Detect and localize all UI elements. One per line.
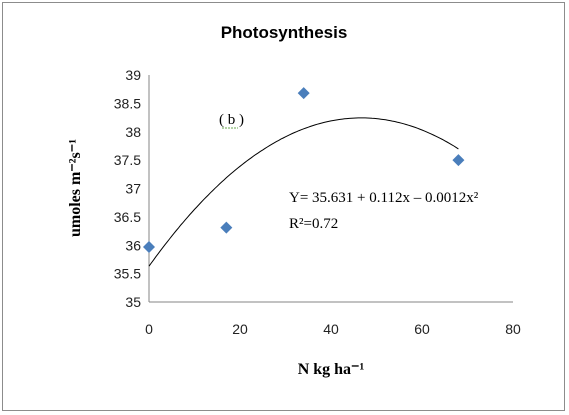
x-tick-label: 60: [414, 321, 430, 337]
r-squared-label: R²=0.72: [289, 216, 338, 232]
chart-area: [2, 2, 565, 411]
x-tick-label: 20: [232, 321, 248, 337]
y-tick-label: 37.5: [114, 152, 141, 168]
data-point-marker: [452, 154, 465, 167]
data-points: [143, 87, 465, 253]
chart-title: Photosynthesis: [221, 23, 348, 42]
y-axis-label: umoles m⁻²s⁻¹: [67, 139, 84, 237]
trendline-equation: Y= 35.631 + 0.112x – 0.0012x²: [289, 190, 479, 206]
y-tick-label: 39: [125, 67, 141, 83]
x-tick-label: 40: [323, 321, 339, 337]
trendline: [148, 117, 459, 267]
data-point-marker: [297, 87, 310, 100]
y-tick-label: 38: [125, 124, 141, 140]
y-tick-label: 37: [125, 181, 141, 197]
x-tick-label: 80: [505, 321, 521, 337]
x-tick-label: 0: [145, 321, 153, 337]
y-tick-label: 35: [125, 294, 141, 310]
y-tick-labels: 35 35.5 36 36.5 37 37.5 38 38.5 39: [114, 67, 141, 310]
x-axis-label: N kg ha⁻¹: [298, 361, 365, 378]
y-tick-label: 38.5: [114, 95, 141, 111]
panel-label: ( b ): [219, 112, 244, 128]
y-tick-label: 36.5: [114, 209, 141, 225]
data-point-marker: [220, 221, 233, 234]
y-tick-label: 35.5: [114, 266, 141, 282]
y-tick-label: 36: [125, 237, 141, 253]
x-tick-labels: 0 20 40 60 80: [145, 321, 521, 337]
data-point-marker: [143, 240, 155, 253]
